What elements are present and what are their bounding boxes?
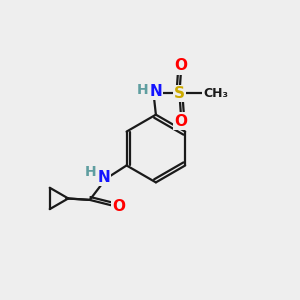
Text: O: O — [113, 199, 126, 214]
Text: N: N — [149, 84, 162, 99]
Text: S: S — [174, 86, 185, 101]
Text: O: O — [174, 58, 188, 73]
Text: N: N — [97, 170, 110, 185]
Text: H: H — [136, 83, 148, 97]
Text: H: H — [85, 165, 97, 179]
Text: O: O — [174, 114, 188, 129]
Text: CH₃: CH₃ — [203, 87, 229, 100]
